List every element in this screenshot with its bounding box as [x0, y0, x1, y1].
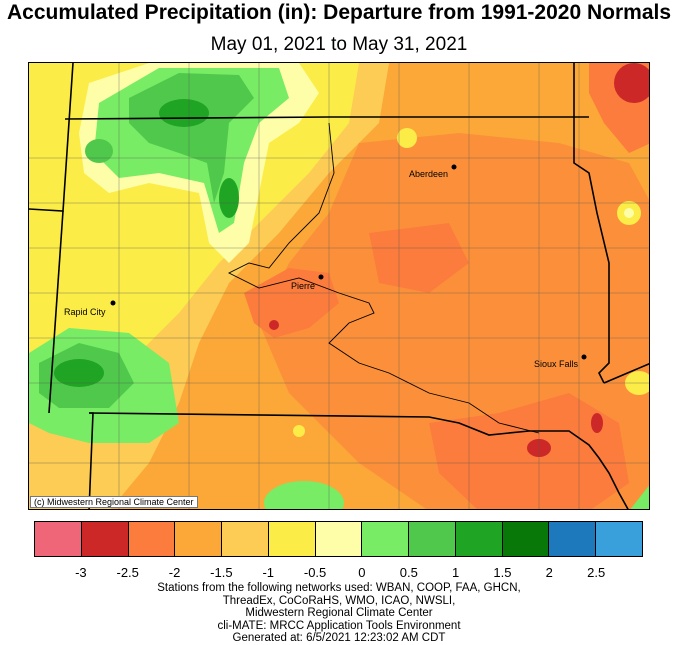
map-subtitle: May 01, 2021 to May 31, 2021	[210, 34, 468, 55]
footer-line-networks-2: ThreadEx, CoCoRaHS, WMO, ICAO, NWSLI,	[222, 594, 456, 607]
north-green-core-2	[85, 139, 113, 163]
legend-swatch	[549, 522, 597, 556]
legend-tick-label: -0.5	[303, 565, 327, 580]
copyright-credit: (c) Midwestern Regional Climate Center	[30, 496, 198, 508]
map-canvas: Aberdeen Pierre Rapid City Sioux Falls	[29, 63, 649, 509]
missouri-river	[227, 122, 540, 434]
bottom-green-blob	[264, 481, 344, 509]
precipitation-map: Aberdeen Pierre Rapid City Sioux Falls	[28, 62, 650, 510]
city-marker	[318, 274, 324, 280]
legend-swatch	[175, 522, 223, 556]
footer-line-generated: Generated at: 6/5/2021 12:23:02 AM CDT	[232, 632, 446, 644]
map-title: Accumulated Precipitation (in): Departur…	[6, 1, 672, 24]
legend-swatch	[596, 522, 642, 556]
central-orange	[369, 223, 469, 293]
legend-tick-label: 0.5	[399, 565, 418, 580]
state-borders	[29, 63, 649, 509]
light-spot-3	[624, 208, 634, 218]
north-green-dark	[129, 73, 254, 203]
footer-line-networks: Stations from the following networks use…	[157, 582, 521, 594]
legend-tick-label: -1	[262, 565, 274, 580]
north-green-core-1	[159, 99, 209, 127]
color-legend	[34, 521, 643, 557]
legend-swatch	[222, 522, 269, 556]
footer-line-climate: cli-MATE: MRCC Application Tools Environ…	[217, 619, 461, 632]
legend-swatch	[409, 522, 456, 556]
legend-swatch	[268, 522, 316, 556]
north-green-core-3	[219, 178, 239, 218]
city-marker	[581, 354, 587, 360]
bottom-right-green	[630, 485, 649, 509]
legend-swatch	[35, 522, 82, 556]
light-spot-1	[397, 128, 417, 148]
legend-swatch	[81, 522, 129, 556]
legend-tick-label: 1	[451, 565, 460, 580]
southwest-green-core	[54, 359, 104, 387]
city-label-rapid-city: Rapid City	[64, 307, 106, 317]
legend-tick-label: -1.5	[210, 565, 233, 580]
legend-tick-label: 1.5	[493, 565, 512, 580]
legend-tick-label: -2.5	[116, 565, 139, 580]
city-label-sioux-falls: Sioux Falls	[534, 359, 579, 369]
city-aberdeen: Aberdeen	[409, 164, 457, 179]
legend-swatch	[455, 522, 503, 556]
city-label-aberdeen: Aberdeen	[409, 169, 448, 179]
legend-tick-label: 2.5	[587, 565, 606, 580]
county-lines	[29, 63, 649, 509]
pierre-red	[269, 320, 279, 330]
city-marker	[451, 164, 457, 170]
legend-tick-label: -2	[168, 565, 181, 580]
southeast-red-2	[591, 413, 603, 433]
legend-tick-label: 2	[545, 565, 553, 580]
city-marker	[110, 300, 116, 306]
footer-line-mrcc: Midwestern Regional Climate Center	[245, 607, 433, 619]
legend-tick-label: -3	[75, 565, 87, 580]
city-label-pierre: Pierre	[291, 281, 315, 291]
legend-swatch	[128, 522, 176, 556]
footer-notes: Stations from the following networks use…	[0, 582, 678, 645]
legend-swatch	[502, 522, 550, 556]
legend-tick-label: 0	[358, 565, 366, 580]
legend-swatch	[315, 522, 363, 556]
light-spot-4	[293, 425, 305, 437]
city-rapid-city: Rapid City	[64, 300, 116, 317]
city-sioux-falls: Sioux Falls	[534, 354, 587, 369]
city-pierre: Pierre	[291, 274, 324, 291]
northeast-red-core	[614, 63, 649, 103]
legend-swatch	[362, 522, 410, 556]
